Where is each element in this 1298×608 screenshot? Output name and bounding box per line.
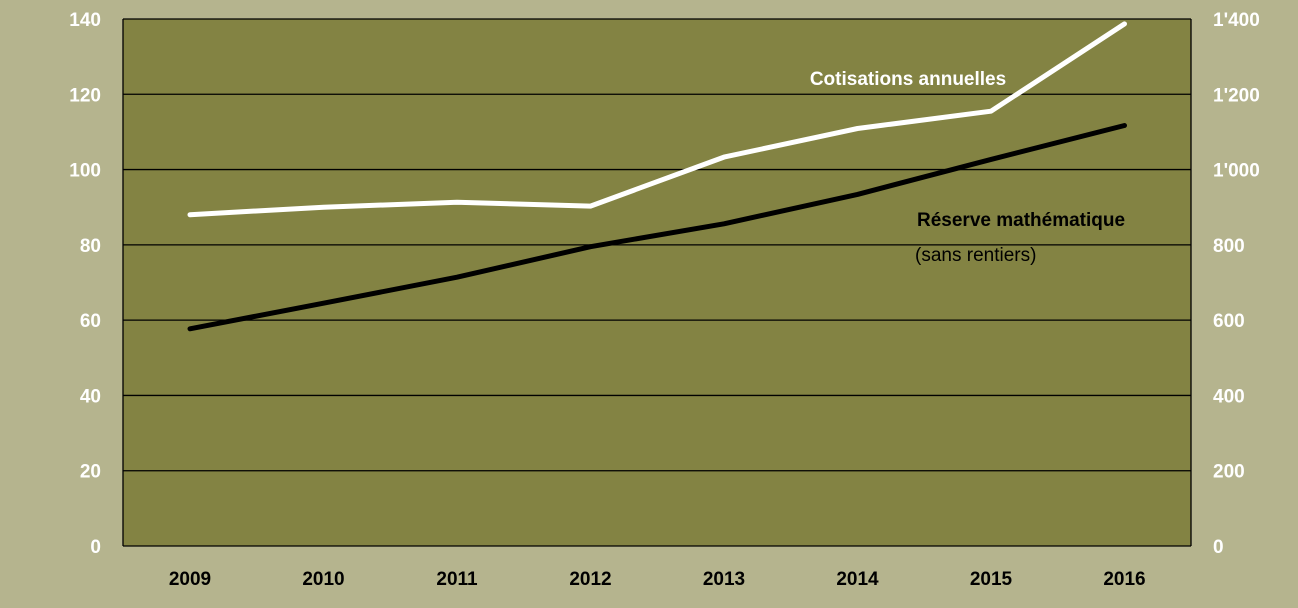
x-tick-label: 2010 <box>302 569 344 590</box>
series-line-0 <box>187 21 1127 218</box>
series-label-reserve: Réserve mathématique <box>917 210 1125 231</box>
left-tick-label: 0 <box>90 537 101 558</box>
right-tick-label: 600 <box>1213 311 1245 332</box>
right-tick-label: 1'000 <box>1213 161 1260 182</box>
labels: Cotisations annuelles Réserve mathématiq… <box>810 69 1125 266</box>
series-label-cotisations: Cotisations annuelles <box>810 69 1006 90</box>
left-tick-label: 20 <box>80 462 101 483</box>
x-tick-label: 2016 <box>1103 569 1145 590</box>
left-tick-label: 120 <box>69 85 101 106</box>
right-tick-label: 200 <box>1213 462 1245 483</box>
x-tick-label: 2009 <box>169 569 211 590</box>
x-tick-label: 2015 <box>970 569 1013 590</box>
x-tick-label: 2012 <box>569 569 611 590</box>
right-tick-label: 800 <box>1213 236 1245 257</box>
x-tick-label: 2013 <box>703 569 745 590</box>
right-tick-label: 400 <box>1213 386 1245 407</box>
gridlines <box>123 18 1191 472</box>
left-tick-label: 100 <box>69 161 101 182</box>
axes: 0 20 40 60 80 100 120 140 0 200 400 600 800 1'000 1'20… <box>69 10 1260 590</box>
right-tick-label: 0 <box>1213 537 1224 558</box>
series <box>187 21 1127 332</box>
left-tick-label: 60 <box>80 311 101 332</box>
plot-area <box>123 19 1191 546</box>
x-tick-label: 2014 <box>836 569 879 590</box>
left-tick-label: 140 <box>69 10 101 31</box>
right-tick-label: 1'400 <box>1213 10 1260 31</box>
right-tick-label: 1'200 <box>1213 85 1260 106</box>
left-tick-label: 40 <box>80 386 101 407</box>
x-tick-label: 2011 <box>436 569 478 590</box>
series-line-1 <box>187 123 1127 332</box>
left-tick-label: 80 <box>80 236 101 257</box>
series-label-reserve-subtitle: (sans rentiers) <box>915 245 1036 266</box>
